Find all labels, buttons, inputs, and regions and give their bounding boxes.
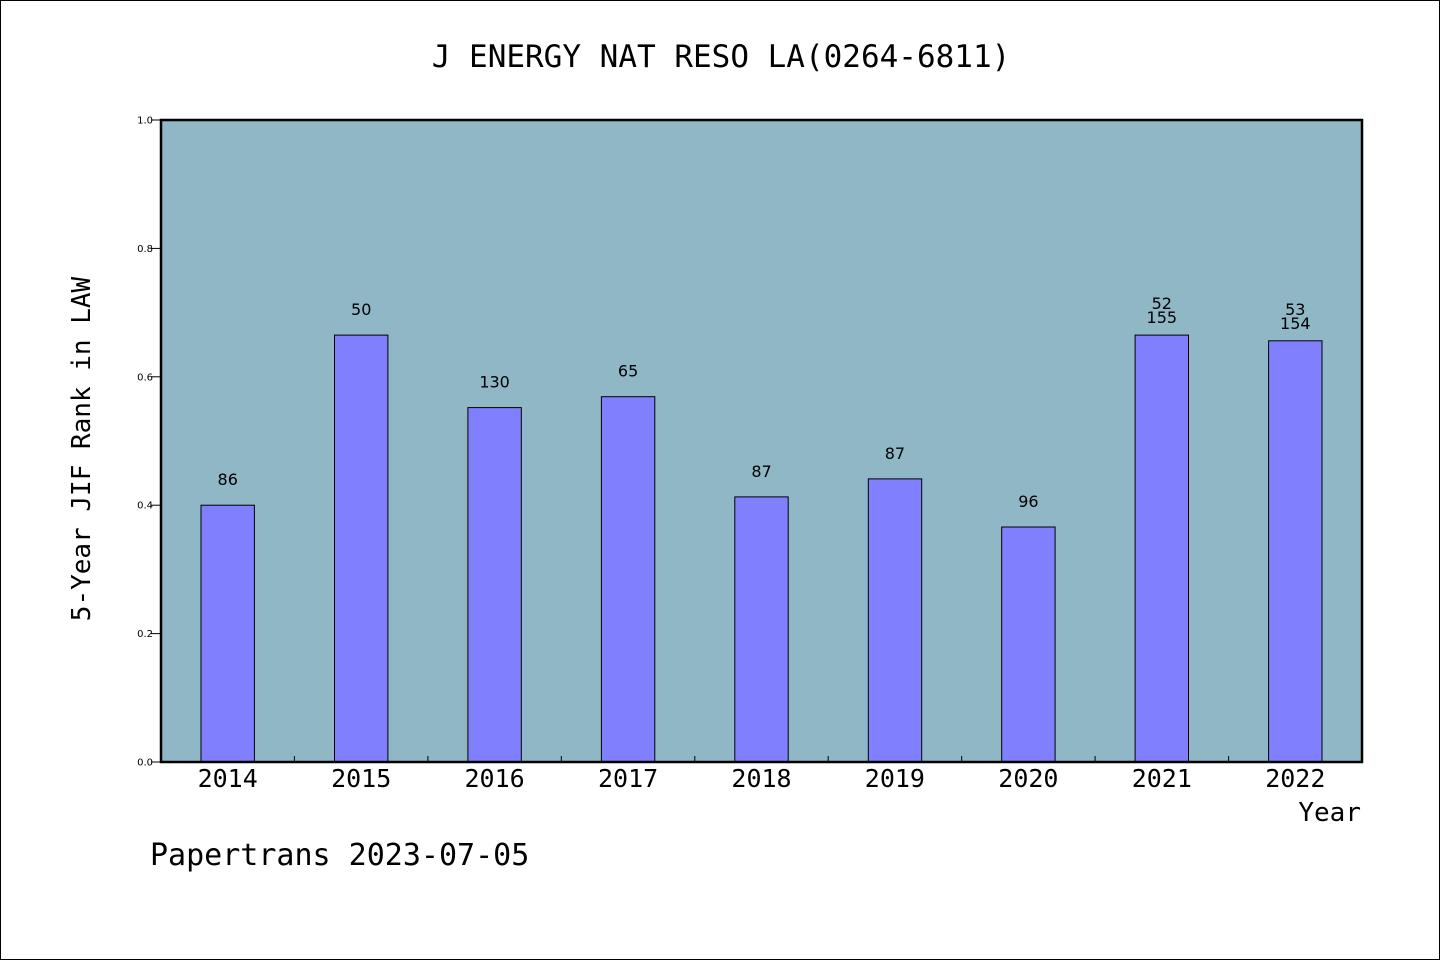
y-tick-label: 0.0 [137,758,153,769]
x-tick-label-2020: 2020 [998,764,1058,793]
bar-label-2021-1: 52 [1152,294,1172,313]
bar-2015 [334,334,389,763]
bar-label-2021-2: 155 [1147,308,1178,327]
y-tick-label: 0.2 [137,629,153,640]
x-tick-label-2017: 2017 [598,764,658,793]
bar-label-2022-1: 53 [1285,300,1305,319]
bar-2016 [467,407,522,763]
y-tick-label: 0.4 [137,501,153,512]
bar-2017 [600,396,656,763]
bar-2020 [1001,526,1056,763]
y-axis-label: 5-Year JIF Rank in LAW [67,276,97,621]
bar-2014 [200,504,255,763]
bar-label-2019: 87 [885,444,905,463]
y-tick-label: 0.8 [137,244,153,255]
x-axis-ticks: 2014 2015 2016 2017 2018 2019 2020 2021 2022 [198,756,1325,793]
x-tick-label-2014: 2014 [198,764,258,793]
bar-label-2017: 65 [618,362,638,381]
y-axis-ticks: 0.0 0.2 0.4 0.6 0.8 1.0 [137,116,161,769]
x-tick-label-2016: 2016 [464,764,524,793]
y-tick-label: 1.0 [137,116,153,127]
y-tick-label: 0.6 [137,372,153,383]
bar-label-2018: 87 [751,462,771,481]
x-axis-label: Year [1298,798,1361,828]
x-tick-label-2018: 2018 [731,764,791,793]
bar-label-2014: 86 [218,470,238,489]
x-tick-label-2021: 2021 [1132,764,1192,793]
plot-border [159,118,1364,764]
bar-2022 [1268,340,1323,763]
footer-credit: Papertrans 2023-07-05 [150,838,529,873]
bar-2021 [1134,334,1189,763]
bar-label-2020: 96 [1018,492,1038,511]
bar-label-2022-2: 154 [1280,314,1311,333]
x-tick-label-2019: 2019 [865,764,925,793]
x-tick-label-2022: 2022 [1265,764,1325,793]
bar-label-2015: 50 [351,300,371,319]
bar-2018 [734,496,789,763]
bar-label-2016: 130 [479,373,510,392]
x-tick-label-2015: 2015 [331,764,391,793]
bar-2019 [867,478,923,763]
chart-title: J ENERGY NAT RESO LA(0264-6811) [432,39,1011,75]
